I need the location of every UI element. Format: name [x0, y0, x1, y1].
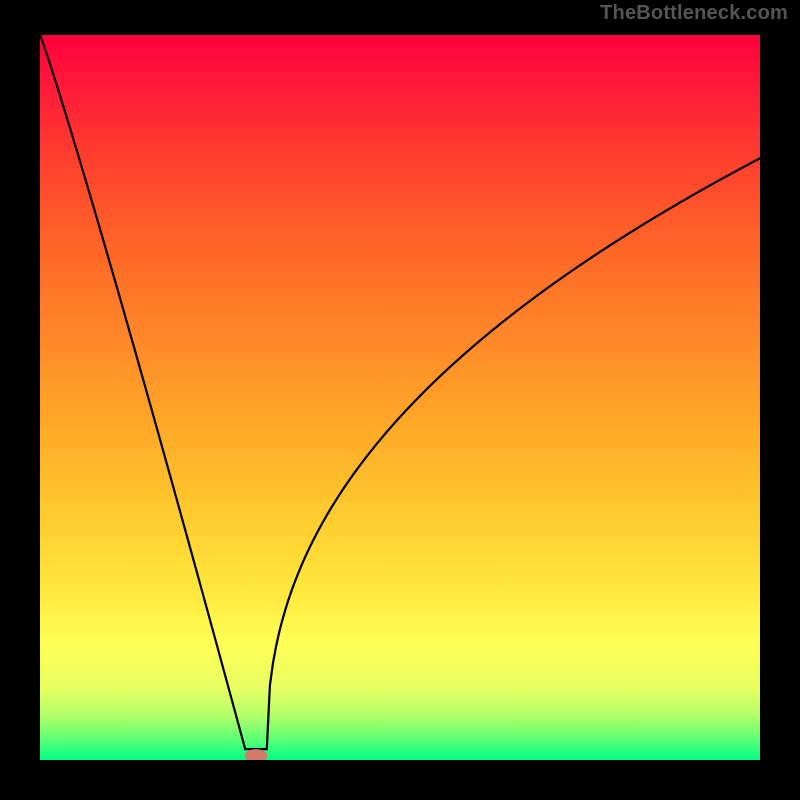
plot-svg	[40, 35, 760, 760]
chart-container: TheBottleneck.com	[0, 0, 800, 800]
watermark-text: TheBottleneck.com	[600, 2, 788, 25]
plot-area	[40, 35, 760, 760]
